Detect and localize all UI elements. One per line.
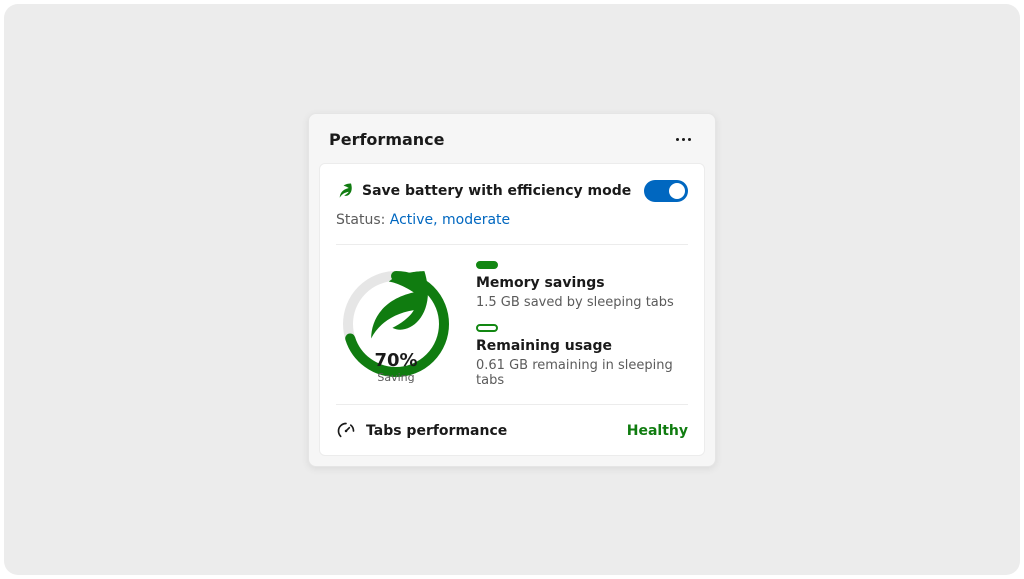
legend-pill-filled — [476, 261, 498, 269]
legend-desc: 1.5 GB saved by sleeping tabs — [476, 295, 688, 310]
divider — [336, 404, 688, 405]
toggle-thumb — [669, 183, 685, 199]
legend-desc: 0.61 GB remaining in sleeping tabs — [476, 358, 688, 388]
leaf-icon — [336, 264, 456, 349]
card-title: Performance — [329, 130, 445, 149]
tabs-performance-status: Healthy — [627, 423, 688, 439]
tabs-performance-row[interactable]: Tabs performance Healthy — [336, 421, 688, 441]
performance-card: Performance Save battery with efficiency… — [308, 113, 716, 467]
page-frame: Performance Save battery with efficiency… — [4, 4, 1020, 575]
legend-pill-outline — [476, 324, 498, 332]
efficiency-mode-label: Save battery with efficiency mode — [362, 183, 631, 199]
tabs-performance-label: Tabs performance — [366, 423, 507, 439]
efficiency-mode-row: Save battery with efficiency mode — [336, 180, 688, 202]
legend-remaining-usage: Remaining usage 0.61 GB remaining in sle… — [476, 324, 688, 388]
speedometer-icon — [336, 421, 356, 441]
legend: Memory savings 1.5 GB saved by sleeping … — [476, 261, 688, 388]
tabs-left: Tabs performance — [336, 421, 507, 441]
status-row: Status: Active, moderate — [336, 212, 688, 228]
card-header: Performance — [309, 130, 715, 163]
more-options-button[interactable] — [672, 134, 695, 145]
divider — [336, 244, 688, 245]
gauge-row: 70% Saving Memory savings 1.5 GB saved b… — [336, 261, 688, 388]
gauge-sublabel: Saving — [377, 371, 414, 384]
efficiency-mode-label-group: Save battery with efficiency mode — [336, 182, 631, 200]
card-body: Save battery with efficiency mode Status… — [319, 163, 705, 456]
savings-gauge: 70% Saving — [336, 264, 456, 384]
status-link[interactable]: Active, moderate — [390, 212, 510, 228]
legend-title: Memory savings — [476, 275, 688, 291]
gauge-center: 70% Saving — [336, 264, 456, 384]
efficiency-mode-toggle[interactable] — [644, 180, 688, 202]
legend-memory-savings: Memory savings 1.5 GB saved by sleeping … — [476, 261, 688, 310]
legend-title: Remaining usage — [476, 338, 688, 354]
status-prefix: Status: — [336, 212, 390, 228]
gauge-percent: 70% — [374, 351, 417, 371]
leaf-icon — [336, 182, 354, 200]
